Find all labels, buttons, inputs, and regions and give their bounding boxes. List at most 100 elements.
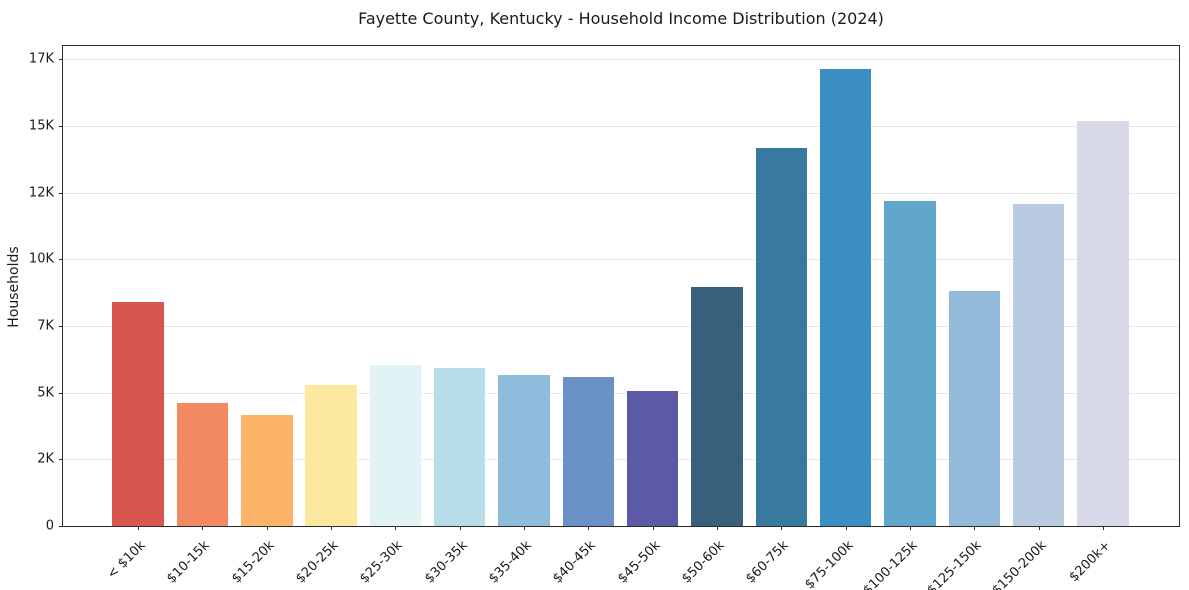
gridline-2K bbox=[63, 459, 1179, 461]
x-tick-label: < $10k bbox=[104, 538, 149, 583]
x-tick-label: $35-40k bbox=[486, 538, 535, 587]
bar-2025k bbox=[305, 385, 357, 526]
bar-<10k bbox=[112, 302, 164, 526]
x-tick-mark bbox=[1038, 526, 1040, 530]
x-tick-label: $30-35k bbox=[421, 538, 471, 587]
x-tick-label-shift: $60-75k bbox=[728, 534, 791, 586]
x-tick-mark bbox=[266, 526, 268, 530]
x-tick-mark bbox=[716, 526, 718, 530]
bar-slot: $200k+ bbox=[1066, 46, 1135, 585]
y-tick-mark-17K bbox=[59, 59, 63, 61]
chart-title: Fayette County, Kentucky - Household Inc… bbox=[358, 9, 884, 28]
bar-slot: $50-60k bbox=[679, 46, 749, 586]
plot-area: 0 2K 5K 7K 10K 12K 15K 17K < $10k $10-15k $15-20k… bbox=[29, 45, 1180, 590]
bars-row: < $10k $10-15k $15-20k $20-25k $25-30k $30-35… bbox=[63, 46, 1179, 590]
bar-slot: $20-25k bbox=[293, 46, 363, 586]
x-tick-label-shift: $35-40k bbox=[470, 534, 534, 586]
y-tick-label: 2K bbox=[37, 451, 54, 467]
y-tick-label: 15K bbox=[28, 118, 54, 134]
bar-slot: < $10k bbox=[105, 46, 170, 582]
bar-3035k bbox=[434, 368, 486, 526]
y-tick-label: 17K bbox=[28, 51, 54, 67]
x-tick-mark bbox=[395, 526, 397, 530]
y-tick-label: 7K bbox=[37, 318, 54, 334]
x-tick-mark bbox=[781, 526, 783, 530]
x-tick-label-shift: $100-125k bbox=[840, 534, 920, 590]
gridline-10K bbox=[63, 259, 1179, 261]
bar-75100k bbox=[819, 68, 872, 526]
x-tick-mark bbox=[845, 526, 847, 530]
gridline-7K bbox=[63, 326, 1179, 327]
y-tick-mark-5K bbox=[59, 392, 63, 394]
bar-slot: $35-40k bbox=[486, 46, 556, 586]
bar-1520k bbox=[241, 414, 293, 526]
x-tick-label: $150-200k bbox=[988, 538, 1050, 590]
x-tick-mark bbox=[459, 526, 461, 530]
x-tick-mark bbox=[524, 526, 526, 530]
y-tick-mark-7K bbox=[59, 326, 63, 327]
x-tick-mark bbox=[974, 526, 976, 530]
bar-slot: $100-125k bbox=[860, 46, 942, 590]
x-tick-mark bbox=[202, 526, 204, 530]
bar-slot: $30-35k bbox=[422, 46, 492, 586]
x-tick-label-shift: < $10k bbox=[91, 534, 149, 582]
x-tick-mark bbox=[652, 526, 654, 530]
x-tick-label: $25-30k bbox=[357, 538, 407, 587]
x-tick-label-shift: $15-20k bbox=[213, 534, 277, 586]
bar-3540k bbox=[498, 375, 550, 526]
y-tick-mark-2K bbox=[59, 459, 63, 461]
x-tick-label: $40-45k bbox=[550, 538, 599, 587]
bar-100125k bbox=[884, 200, 936, 526]
bar-slot: $40-45k bbox=[550, 46, 620, 586]
y-axis-label: Households bbox=[6, 246, 22, 328]
bar-200k+ bbox=[1077, 120, 1129, 526]
x-tick-mark bbox=[588, 526, 590, 530]
bar-5060k bbox=[691, 287, 743, 526]
y-tick-label: 0 bbox=[45, 518, 54, 534]
x-tick-label-shift: $40-45k bbox=[535, 534, 598, 586]
bar-slot: $10-15k bbox=[165, 46, 234, 586]
x-tick-mark bbox=[1102, 526, 1104, 530]
bar-6075k bbox=[755, 148, 807, 526]
y-tick-label: 5K bbox=[37, 385, 54, 401]
x-tick-label-shift: $75-100k bbox=[784, 534, 856, 590]
y-tick-mark-15K bbox=[59, 125, 63, 127]
y-tick-mark-12K bbox=[59, 192, 63, 194]
bar-2530k bbox=[369, 365, 422, 526]
bar-125150k bbox=[948, 290, 1000, 526]
x-tick-label: $15-20k bbox=[228, 538, 278, 587]
x-tick-mark bbox=[331, 526, 333, 530]
x-tick-label-shift: $25-30k bbox=[342, 534, 406, 586]
gridline-17K bbox=[63, 59, 1179, 61]
x-tick-label: $20-25k bbox=[293, 538, 342, 587]
bar-4550k bbox=[626, 390, 679, 526]
x-tick-label: $200k+ bbox=[1066, 538, 1114, 586]
bar-150200k bbox=[1012, 204, 1065, 526]
x-tick-label-shift: $30-35k bbox=[406, 534, 470, 586]
bar-slot: $60-75k bbox=[743, 46, 813, 586]
x-tick-label-shift: $45-50k bbox=[599, 534, 663, 586]
gridline-5K bbox=[63, 392, 1179, 394]
x-tick-label-shift: $20-25k bbox=[278, 534, 341, 586]
x-tick-label-shift: $10-15k bbox=[149, 534, 213, 586]
bar-1015k bbox=[176, 403, 229, 526]
gridline-12K bbox=[63, 192, 1179, 194]
bar-slot: $75-100k bbox=[802, 46, 877, 590]
y-tick-mark-10K bbox=[59, 259, 63, 261]
gridline-15K bbox=[63, 125, 1179, 127]
x-tick-label-shift: $150-200k bbox=[968, 534, 1049, 590]
bar-4045k bbox=[562, 376, 615, 526]
bar-slot: $25-30k bbox=[358, 46, 427, 586]
x-tick-label-shift: $200k+ bbox=[1051, 534, 1113, 585]
bar-slot: $125-150k bbox=[925, 46, 1006, 590]
y-tick-mark-0 bbox=[59, 526, 63, 527]
bar-slot: $150-200k bbox=[989, 46, 1070, 590]
y-tick-label: 10K bbox=[28, 251, 54, 267]
bar-slot: $15-20k bbox=[229, 46, 299, 586]
x-tick-label: $10-15k bbox=[164, 538, 214, 587]
x-tick-mark bbox=[909, 526, 911, 530]
x-tick-label-shift: $50-60k bbox=[663, 534, 727, 586]
x-tick-label-shift: $125-150k bbox=[904, 534, 985, 590]
x-tick-mark bbox=[138, 526, 140, 530]
